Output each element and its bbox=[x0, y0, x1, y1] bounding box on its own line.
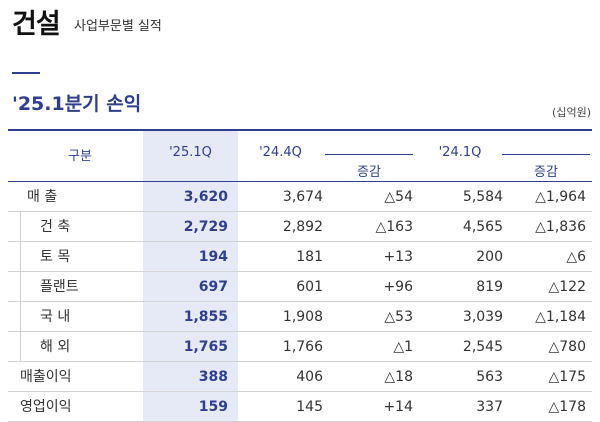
page-title: 건설 bbox=[12, 9, 61, 40]
header-qoq-change: 증감 bbox=[357, 165, 381, 180]
accent-line bbox=[12, 72, 40, 74]
highlight-column bbox=[143, 131, 238, 422]
row-label: 건 축 bbox=[40, 219, 71, 235]
row-label: 국 내 bbox=[40, 309, 71, 325]
table-row: 국 내 1,855 1,908 △53 3,039 △1,184 bbox=[8, 302, 592, 332]
cell-q4-24: 145 bbox=[296, 399, 323, 415]
cell-qoq-change: +14 bbox=[383, 399, 413, 415]
header-subrule-yoy bbox=[502, 154, 590, 155]
cell-q1-25: 1,765 bbox=[183, 339, 228, 355]
table-top-rule bbox=[8, 129, 592, 131]
header-category: 구분 bbox=[68, 149, 92, 164]
cell-yoy-change: △122 bbox=[548, 279, 587, 295]
cell-qoq-change: +96 bbox=[383, 279, 413, 295]
table-row: 영업이익 159 145 +14 337 △178 bbox=[8, 392, 592, 422]
row-label: 해 외 bbox=[40, 339, 71, 355]
cell-q1-25: 194 bbox=[198, 249, 228, 265]
row-label: 매 출 bbox=[27, 189, 58, 205]
row-label: 매출이익 bbox=[20, 369, 72, 385]
cell-q1-24: 563 bbox=[476, 369, 503, 385]
cell-qoq-change: △163 bbox=[375, 219, 414, 235]
cell-yoy-change: △1,184 bbox=[535, 309, 586, 325]
header-subrule-qoq bbox=[325, 154, 413, 155]
cell-q4-24: 2,892 bbox=[282, 219, 323, 235]
section-title: '25.1분기 손익 bbox=[12, 93, 142, 115]
cell-q4-24: 406 bbox=[296, 369, 323, 385]
header-q1-25: '25.1Q bbox=[169, 145, 212, 160]
cell-q1-24: 200 bbox=[476, 249, 503, 265]
subrow-indent-line bbox=[20, 212, 21, 362]
row-label: 토 목 bbox=[40, 249, 71, 265]
cell-q1-24: 337 bbox=[476, 399, 503, 415]
cell-qoq-change: △18 bbox=[384, 369, 413, 385]
cell-yoy-change: △6 bbox=[566, 249, 586, 265]
cell-q1-25: 1,855 bbox=[183, 309, 228, 325]
cell-q1-25: 159 bbox=[198, 399, 228, 415]
header-yoy-change: 증감 bbox=[534, 165, 558, 180]
cell-q4-24: 3,674 bbox=[282, 189, 323, 205]
cell-q1-25: 3,620 bbox=[183, 189, 228, 205]
cell-q4-24: 1,766 bbox=[282, 339, 323, 355]
cell-qoq-change: △53 bbox=[384, 309, 413, 325]
cell-qoq-change: +13 bbox=[383, 249, 413, 265]
table-row: 건 축 2,729 2,892 △163 4,565 △1,836 bbox=[8, 212, 592, 242]
cell-q1-24: 5,584 bbox=[462, 189, 503, 205]
cell-q4-24: 181 bbox=[296, 249, 323, 265]
cell-yoy-change: △175 bbox=[548, 369, 587, 385]
row-label: 플랜트 bbox=[40, 279, 79, 295]
cell-q4-24: 1,908 bbox=[282, 309, 323, 325]
header-q4-24: '24.4Q bbox=[259, 145, 302, 160]
cell-q1-25: 388 bbox=[198, 369, 228, 385]
table-row: 매 출 3,620 3,674 △54 5,584 △1,964 bbox=[8, 182, 592, 212]
cell-qoq-change: △54 bbox=[384, 189, 413, 205]
cell-q1-25: 2,729 bbox=[183, 219, 228, 235]
cell-qoq-change: △1 bbox=[393, 339, 413, 355]
cell-q1-24: 3,039 bbox=[462, 309, 503, 325]
table-row: 토 목 194 181 +13 200 △6 bbox=[8, 242, 592, 272]
cell-q1-24: 819 bbox=[476, 279, 503, 295]
header-q1-24: '24.1Q bbox=[438, 145, 482, 160]
header-bottom-rule bbox=[8, 181, 592, 182]
row-label: 영업이익 bbox=[20, 399, 72, 415]
page-subtitle: 사업부문별 실적 bbox=[74, 19, 162, 34]
table-row: 매출이익 388 406 △18 563 △175 bbox=[8, 362, 592, 392]
cell-yoy-change: △1,836 bbox=[535, 219, 586, 235]
cell-q4-24: 601 bbox=[296, 279, 323, 295]
table-row: 해 외 1,765 1,766 △1 2,545 △780 bbox=[8, 332, 592, 362]
cell-yoy-change: △178 bbox=[548, 399, 587, 415]
table-row: 플랜트 697 601 +96 819 △122 bbox=[8, 272, 592, 302]
cell-q1-24: 2,545 bbox=[462, 339, 503, 355]
cell-yoy-change: △780 bbox=[548, 339, 587, 355]
unit-label: (십억원) bbox=[552, 106, 591, 119]
cell-yoy-change: △1,964 bbox=[535, 189, 586, 205]
cell-q1-25: 697 bbox=[198, 279, 228, 295]
cell-q1-24: 4,565 bbox=[462, 219, 503, 235]
